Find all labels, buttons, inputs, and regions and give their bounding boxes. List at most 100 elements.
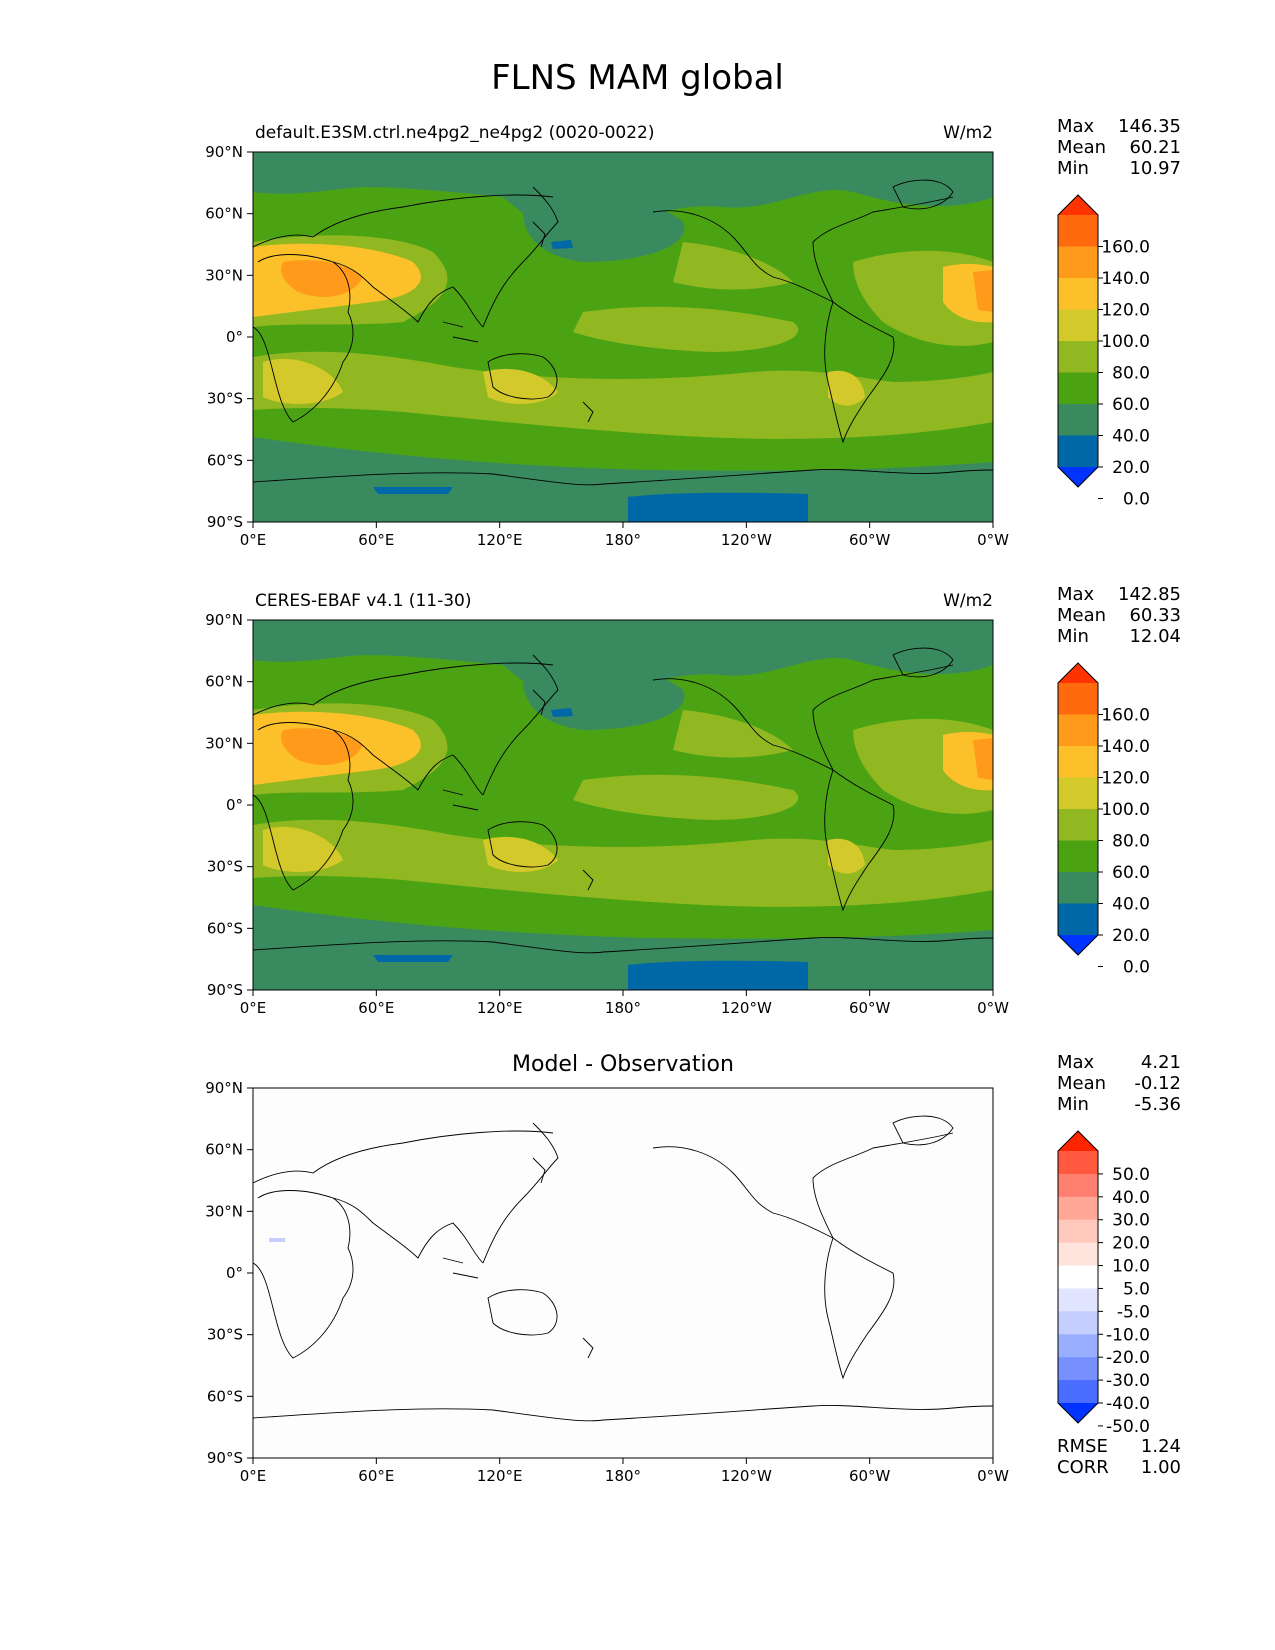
lat-tick-label: 60°N bbox=[205, 673, 243, 691]
colorbar-tick-label: 10.0 bbox=[1112, 1257, 1150, 1277]
lat-tick-label: 60°S bbox=[207, 919, 243, 937]
colorbar-tick-label: 5.0 bbox=[1123, 1279, 1150, 1299]
lon-tick-label: 120°W bbox=[721, 999, 772, 1017]
colorbar-segment bbox=[1058, 1219, 1098, 1244]
lat-tick-label: 60°S bbox=[207, 451, 243, 469]
axes: 0°E 60°E 120°E 180° 120°W 60°W 0°W 90°N 60°N 30°N… bbox=[205, 143, 1009, 1485]
lat-tick-label: 90°S bbox=[207, 981, 243, 999]
lat-tick-label: 30°N bbox=[205, 266, 243, 284]
lat-tick-label: 0° bbox=[226, 1264, 243, 1282]
lon-tick-label: 0°E bbox=[240, 1467, 267, 1485]
colorbar-tick-label: 20.0 bbox=[1112, 926, 1150, 946]
lon-tick-label: 0°E bbox=[240, 531, 267, 549]
colorbar-segment bbox=[1058, 746, 1098, 778]
colorbar-tick-label: -30.0 bbox=[1106, 1371, 1150, 1391]
colorbar-segment bbox=[1058, 372, 1098, 405]
lon-tick-label: 120°E bbox=[477, 531, 523, 549]
lon-tick-label: 60°E bbox=[358, 531, 394, 549]
colorbar-tick-label: 80.0 bbox=[1112, 364, 1150, 384]
colorbar-tick-label: 20.0 bbox=[1112, 1234, 1150, 1254]
panel-difference-stats: Max 4.21 Mean -0.12 Min -5.36 bbox=[1057, 1052, 1181, 1115]
colorbar-segment bbox=[1058, 404, 1098, 436]
panel-reference-units: W/m2 bbox=[943, 591, 993, 611]
colorbar-tick-label: 40.0 bbox=[1112, 895, 1150, 915]
lon-tick-label: 60°W bbox=[849, 999, 891, 1017]
colorbar-segment bbox=[1058, 1196, 1098, 1221]
colorbar-extend-min bbox=[1058, 1403, 1098, 1423]
colorbar-segment bbox=[1058, 1380, 1098, 1404]
stat-mean: 60.33 bbox=[1129, 605, 1181, 626]
stat-rmse: 1.24 bbox=[1140, 1436, 1181, 1457]
colorbar-segment bbox=[1058, 1288, 1098, 1312]
lat-tick-label: 60°S bbox=[207, 1387, 243, 1405]
colorbar-tick-label: 40.0 bbox=[1112, 1188, 1150, 1208]
colorbar-segment bbox=[1058, 1334, 1098, 1358]
lon-tick-label: 120°E bbox=[477, 1467, 523, 1485]
colorbar-segment bbox=[1058, 840, 1098, 873]
colorbar-tick-label: 0.0 bbox=[1123, 490, 1150, 510]
colorbar-tick-label: 50.0 bbox=[1112, 1165, 1150, 1185]
colorbar-segment bbox=[1058, 1173, 1098, 1198]
colorbar-tick-label: 160.0 bbox=[1101, 238, 1150, 258]
colorbar-segment bbox=[1058, 1357, 1098, 1381]
colorbar-tick-label: 140.0 bbox=[1101, 269, 1150, 289]
colorbar-tick-label: 0.0 bbox=[1123, 958, 1150, 978]
colorbar-segment bbox=[1058, 278, 1098, 310]
panel-reference-stats: Max 142.85 Mean 60.33 Min 12.04 bbox=[1057, 584, 1181, 647]
colorbar-segment bbox=[1058, 714, 1098, 747]
stat-min: 10.97 bbox=[1129, 158, 1181, 179]
colorbar-tick-label: 40.0 bbox=[1112, 427, 1150, 447]
colorbar-tick-label: -5.0 bbox=[1117, 1302, 1150, 1322]
panel-test-units: W/m2 bbox=[943, 123, 993, 143]
colorbar-reference: 160.0 140.0 120.0 100.0 80.0 60.0 40.0 20.0 0.0 bbox=[1057, 662, 1150, 978]
colorbar-segment bbox=[1058, 1151, 1098, 1175]
colorbar-segment bbox=[1058, 1311, 1098, 1335]
lat-tick-label: 0° bbox=[226, 796, 243, 814]
colorbar-segment bbox=[1058, 341, 1098, 373]
colorbar-tick-label: 100.0 bbox=[1101, 800, 1150, 820]
colorbar-tick-label: 60.0 bbox=[1112, 395, 1150, 415]
colorbar-tick-label: 160.0 bbox=[1101, 706, 1150, 726]
lat-tick-label: 60°N bbox=[205, 205, 243, 223]
stat-max: 142.85 bbox=[1118, 584, 1181, 605]
colorbar-extend-max bbox=[1058, 195, 1098, 215]
lat-tick-label: 0° bbox=[226, 328, 243, 346]
lat-tick-label: 90°N bbox=[205, 1079, 243, 1097]
colorbar-tick-label: 30.0 bbox=[1112, 1211, 1150, 1231]
stat-max: 4.21 bbox=[1140, 1052, 1181, 1073]
colorbar-segment bbox=[1058, 246, 1098, 279]
lon-tick-label: 120°W bbox=[721, 531, 772, 549]
colorbar-tick-label: 120.0 bbox=[1101, 769, 1150, 789]
lat-tick-label: 90°N bbox=[205, 143, 243, 161]
colorbar-tick-label: -10.0 bbox=[1106, 1325, 1150, 1345]
panel-test-stats: Max 146.35 Mean 60.21 Min 10.97 bbox=[1057, 116, 1181, 179]
colorbar-segment bbox=[1058, 1265, 1098, 1289]
lat-tick-label: 90°S bbox=[207, 1449, 243, 1467]
lat-tick-label: 30°N bbox=[205, 1202, 243, 1220]
lon-tick-label: 60°E bbox=[358, 1467, 394, 1485]
stat-mean: -0.12 bbox=[1134, 1073, 1181, 1094]
colorbar-segment bbox=[1058, 683, 1098, 715]
lon-tick-label: 0°E bbox=[240, 999, 267, 1017]
lon-tick-label: 0°W bbox=[977, 1467, 1009, 1485]
lon-tick-label: 0°W bbox=[977, 999, 1009, 1017]
colorbar-extend-max bbox=[1058, 1131, 1098, 1151]
lon-tick-label: 60°W bbox=[849, 1467, 891, 1485]
map-panel-test bbox=[253, 152, 993, 522]
figure-title: FLNS MAM global bbox=[491, 58, 784, 98]
lat-tick-label: 30°S bbox=[207, 1326, 243, 1344]
lat-tick-label: 90°N bbox=[205, 611, 243, 629]
lat-tick-label: 60°N bbox=[205, 1141, 243, 1159]
colorbar-segment bbox=[1058, 309, 1098, 342]
stat-mean: 60.21 bbox=[1129, 137, 1181, 158]
colorbar-segment bbox=[1058, 215, 1098, 247]
panel-test-title: default.E3SM.ctrl.ne4pg2_ne4pg2 (0020-00… bbox=[255, 123, 655, 143]
colorbar-tick-label: 120.0 bbox=[1101, 301, 1150, 321]
lon-tick-label: 180° bbox=[605, 531, 641, 549]
colorbar-tick-label: 140.0 bbox=[1101, 737, 1150, 757]
colorbar-test: 160.0 140.0 120.0 100.0 80.0 60.0 40.0 20.0 0.0 bbox=[1057, 194, 1150, 510]
lat-tick-label: 90°S bbox=[207, 513, 243, 531]
colorbar-extend-max bbox=[1058, 663, 1098, 683]
lon-tick-label: 180° bbox=[605, 1467, 641, 1485]
